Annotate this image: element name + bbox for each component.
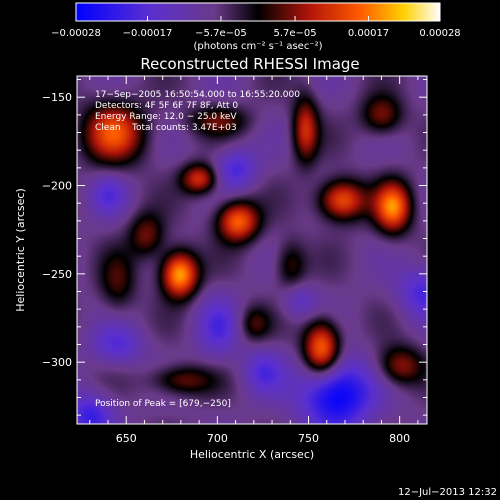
- annotation-detectors: Detectors: 4F 5F 6F 7F 8F, Att 0: [95, 101, 238, 111]
- colorbar-tick-label: −5.7e−05: [195, 28, 247, 39]
- observation-annotations: 17−Sep−2005 16:50:54.000 to 16:55:20.000…: [95, 90, 300, 133]
- y-tick-label: −200: [42, 180, 72, 193]
- heatmap-image-holder: [77, 76, 427, 424]
- annotation-total-counts: Clean Total counts: 3.47E+03: [95, 123, 237, 133]
- x-tick-label: 800: [389, 432, 410, 445]
- y-tick-label: −300: [42, 356, 72, 369]
- peak-position-label: Position of Peak = [679,−250]: [95, 399, 231, 409]
- annotation-time-range: 17−Sep−2005 16:50:54.000 to 16:55:20.000: [95, 90, 300, 100]
- x-tick-label: 650: [116, 432, 137, 445]
- plot-frame: [76, 75, 428, 425]
- colorbar-ticks: −0.00028 −0.00017 −5.7e−05 5.7e−05 0.00017 0.…: [51, 16, 461, 39]
- colorbar-tick-label: 0.00017: [348, 28, 389, 39]
- x-tick-label: 750: [298, 432, 319, 445]
- y-tick-label: −250: [42, 268, 72, 281]
- colorbar-tick-label: −0.00028: [51, 28, 101, 39]
- x-tick-label: 700: [207, 432, 228, 445]
- chart-title: Reconstructed RHESSI Image: [140, 55, 359, 73]
- colorbar-frame: [75, 2, 441, 22]
- colorbar-tick-label: 0.00028: [419, 28, 460, 39]
- x-axis-label: Heliocentric X (arcsec): [190, 448, 314, 461]
- footer-timestamp: 12−Jul−2013 12:32: [398, 487, 497, 498]
- colorbar-units-label: (photons cm⁻² s⁻¹ asec⁻²): [193, 41, 322, 52]
- colorbar-tick-label: −0.00017: [123, 28, 173, 39]
- colorbar-tick-label: 5.7e−05: [273, 28, 316, 39]
- y-tick-label: −150: [42, 91, 72, 104]
- y-axis-label: Heliocentric Y (arcsec): [14, 188, 27, 312]
- colorbar: −0.00028 −0.00017 −5.7e−05 5.7e−05 0.00017 0.…: [51, 2, 461, 52]
- annotation-energy-range: Energy Range: 12.0 − 25.0 keV: [95, 112, 237, 122]
- heatmap-image: [77, 76, 427, 424]
- colorbar-gradient: [76, 3, 440, 21]
- axis-ticks: 650 700 750 800 −150 −200 −250 −300: [42, 76, 427, 445]
